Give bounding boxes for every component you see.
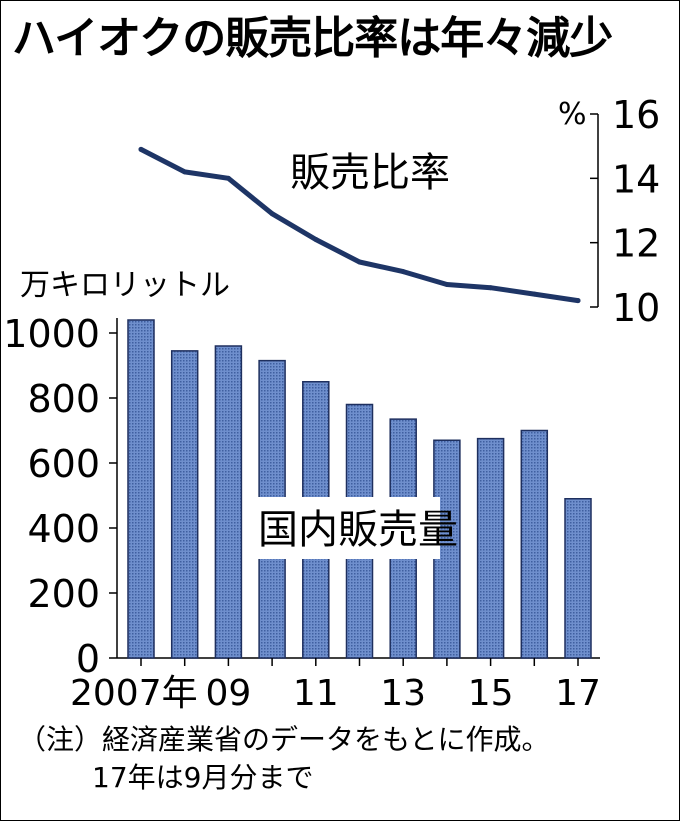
bar-series — [127, 319, 592, 659]
bar-y-tick-label: 800 — [27, 377, 100, 421]
bar — [170, 350, 199, 659]
x-tick-label: 2007年 — [70, 673, 198, 714]
line-series-label: 販売比率 — [290, 150, 450, 196]
line-y-axis: 10 12 14 16 — [590, 93, 660, 330]
bar-y-tick-label: 1000 — [3, 312, 100, 356]
note-period: 17年は9月分まで — [92, 761, 314, 794]
line-point — [531, 291, 537, 297]
line-y-tick-label: 14 — [612, 157, 660, 201]
line-point — [182, 169, 188, 175]
line-y-tick-label: 12 — [612, 222, 660, 266]
line-point — [575, 298, 581, 304]
note-source: （注）経済産業省のデータをもとに作成。 — [18, 723, 550, 756]
bar-y-tick-label: 600 — [27, 442, 100, 486]
bar-y-axis-label: 万キロリットル — [20, 268, 230, 303]
x-tick-label: 17 — [555, 673, 601, 714]
bar — [564, 498, 592, 659]
line-y-tick-label: 16 — [612, 93, 660, 137]
x-tick-label: 13 — [380, 673, 426, 714]
line-point — [269, 211, 275, 217]
line-point — [313, 236, 319, 242]
line-point — [357, 259, 362, 265]
bar — [214, 345, 243, 659]
line-series — [138, 146, 581, 304]
bar-y-tick-label: 0 — [76, 637, 100, 681]
line-y-tick-label: 10 — [612, 286, 660, 330]
bar-y-tick-label: 200 — [27, 572, 100, 616]
x-tick-label: 15 — [468, 673, 514, 714]
x-axis: 2007年 09 11 13 15 17 — [70, 658, 601, 714]
bar-y-tick-label: 400 — [27, 507, 100, 551]
bar-series-label: 国内販売量 — [258, 507, 458, 553]
x-tick-label: 11 — [293, 673, 339, 714]
x-tick-label: 09 — [205, 673, 251, 714]
bar — [476, 437, 505, 659]
line-point — [488, 285, 494, 291]
chart-title: ハイオクの販売比率は年々減少 — [12, 13, 613, 64]
line-point — [138, 146, 144, 152]
bar — [520, 429, 549, 659]
line-point — [225, 175, 231, 181]
line-point — [444, 281, 450, 287]
bar-y-axis: 0 200 400 600 800 1000 — [3, 312, 600, 681]
bar — [127, 319, 155, 659]
line-point — [400, 269, 406, 275]
bar-series-label-bg — [250, 497, 440, 559]
line-y-axis-label: % — [558, 97, 587, 132]
